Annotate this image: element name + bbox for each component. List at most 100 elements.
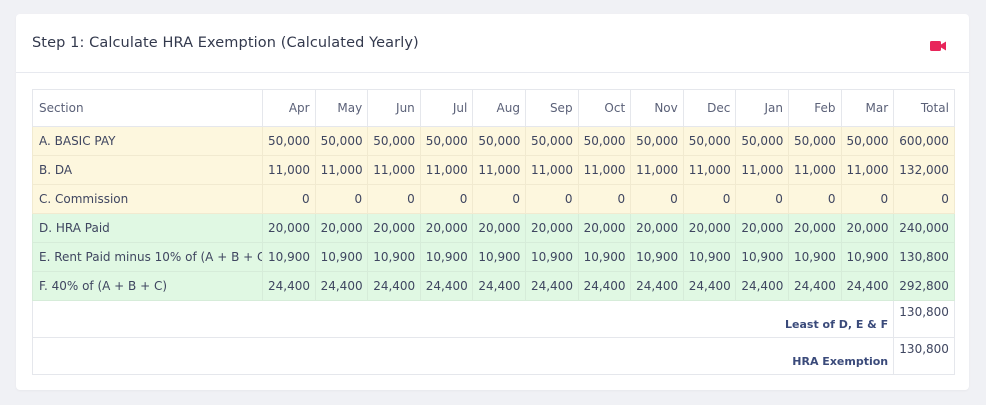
least-of-def-label: Least of D, E & F [31, 300, 895, 338]
month-value-cell: 10,900 [682, 242, 737, 272]
month-value-cell: 10,900 [314, 242, 369, 272]
month-value-cell: 11,000 [630, 155, 684, 185]
month-value-cell: 0 [472, 184, 526, 214]
month-value-cell: 50,000 [630, 126, 684, 156]
month-value-cell: 20,000 [472, 213, 526, 243]
month-value-cell: 0 [577, 184, 632, 214]
month-value-cell: 11,000 [524, 155, 579, 185]
column-header-section: Section [32, 89, 263, 127]
table-row: E. Rent Paid minus 10% of (A + B + C) 10,… [32, 242, 955, 272]
month-value-cell: 24,400 [577, 271, 632, 301]
column-header-jun: Jun [367, 89, 421, 127]
month-value-cell: 0 [419, 184, 474, 214]
month-value-cell: 11,000 [472, 155, 526, 185]
column-header-aug: Aug [472, 89, 526, 127]
month-value-cell: 11,000 [577, 155, 632, 185]
month-value-cell: 24,400 [524, 271, 579, 301]
table-head: Section Apr May Jun Jul Aug Sep Oct Nov Dec Jan Feb… [32, 89, 955, 127]
month-value-cell: 20,000 [787, 213, 842, 243]
header-row: Section Apr May Jun Jul Aug Sep Oct Nov Dec Jan Feb… [32, 89, 955, 127]
month-value-cell: 10,900 [735, 242, 789, 272]
column-header-total: Total [893, 89, 955, 127]
month-value-cell: 11,000 [367, 155, 421, 185]
month-value-cell: 50,000 [735, 126, 789, 156]
table-row: F. 40% of (A + B + C) 24,400 24,400 24,400 2… [32, 271, 955, 301]
month-value-cell: 24,400 [735, 271, 789, 301]
hra-table-wrapper: Section Apr May Jun Jul Aug Sep Oct Nov Dec Jan Feb… [31, 89, 955, 375]
row-total-cell: 292,800 [893, 271, 955, 301]
table-row: D. HRA Paid 20,000 20,000 20,000 20,000 20,00… [32, 213, 955, 243]
month-value-cell: 24,400 [262, 271, 316, 301]
table-row: C. Commission 0 0 0 0 0 0 0 0 0 0 0 0 0 [32, 184, 955, 214]
month-value-cell: 50,000 [419, 126, 474, 156]
month-value-cell: 24,400 [419, 271, 474, 301]
summary-row: HRA Exemption 130,800 [31, 337, 955, 375]
summary-row: Least of D, E & F 130,800 [31, 300, 955, 338]
row-label: C. Commission [32, 184, 263, 214]
row-total-cell: 0 [893, 184, 955, 214]
column-header-may: May [314, 89, 369, 127]
month-value-cell: 10,900 [524, 242, 579, 272]
month-value-cell: 20,000 [524, 213, 579, 243]
card-title: Step 1: Calculate HRA Exemption (Calcula… [32, 35, 419, 51]
row-label: E. Rent Paid minus 10% of (A + B + C) [32, 242, 263, 272]
month-value-cell: 20,000 [262, 213, 316, 243]
column-header-sep: Sep [524, 89, 579, 127]
row-label: D. HRA Paid [32, 213, 263, 243]
column-header-mar: Mar [840, 89, 895, 127]
column-header-feb: Feb [787, 89, 842, 127]
column-header-apr: Apr [262, 89, 316, 127]
month-value-cell: 50,000 [840, 126, 895, 156]
month-value-cell: 10,900 [472, 242, 526, 272]
month-value-cell: 11,000 [840, 155, 895, 185]
month-value-cell: 20,000 [367, 213, 421, 243]
month-value-cell: 50,000 [524, 126, 579, 156]
month-value-cell: 10,900 [419, 242, 474, 272]
table-row: B. DA 11,000 11,000 11,000 11,000 11,000 11,00… [32, 155, 955, 185]
month-value-cell: 24,400 [630, 271, 684, 301]
month-value-cell: 0 [787, 184, 842, 214]
row-total-cell: 240,000 [893, 213, 955, 243]
column-header-dec: Dec [682, 89, 737, 127]
month-value-cell: 0 [524, 184, 579, 214]
month-value-cell: 20,000 [840, 213, 895, 243]
month-value-cell: 10,900 [787, 242, 842, 272]
month-value-cell: 11,000 [787, 155, 842, 185]
month-value-cell: 50,000 [682, 126, 737, 156]
month-value-cell: 10,900 [630, 242, 684, 272]
month-value-cell: 20,000 [682, 213, 737, 243]
hra-exemption-value: 130,800 [893, 337, 955, 375]
month-value-cell: 50,000 [577, 126, 632, 156]
month-value-cell: 24,400 [314, 271, 369, 301]
month-value-cell: 11,000 [682, 155, 737, 185]
month-value-cell: 10,900 [577, 242, 632, 272]
column-header-nov: Nov [630, 89, 684, 127]
month-value-cell: 11,000 [314, 155, 369, 185]
month-value-cell: 20,000 [314, 213, 369, 243]
month-value-cell: 0 [682, 184, 737, 214]
row-total-cell: 130,800 [893, 242, 955, 272]
hra-card: Step 1: Calculate HRA Exemption (Calcula… [16, 14, 969, 390]
month-value-cell: 0 [630, 184, 684, 214]
month-value-cell: 24,400 [840, 271, 895, 301]
month-value-cell: 20,000 [630, 213, 684, 243]
month-value-cell: 0 [367, 184, 421, 214]
month-value-cell: 24,400 [682, 271, 737, 301]
month-value-cell: 11,000 [262, 155, 316, 185]
month-value-cell: 24,400 [472, 271, 526, 301]
month-value-cell: 10,900 [840, 242, 895, 272]
card-header: Step 1: Calculate HRA Exemption (Calcula… [16, 14, 969, 73]
month-value-cell: 10,900 [262, 242, 316, 272]
month-value-cell: 0 [840, 184, 895, 214]
month-value-cell: 50,000 [262, 126, 316, 156]
row-total-cell: 600,000 [893, 126, 955, 156]
month-value-cell: 24,400 [367, 271, 421, 301]
month-value-cell: 20,000 [577, 213, 632, 243]
row-label: A. BASIC PAY [32, 126, 263, 156]
month-value-cell: 11,000 [419, 155, 474, 185]
month-value-cell: 20,000 [735, 213, 789, 243]
video-camera-icon[interactable] [930, 37, 947, 51]
row-label: B. DA [32, 155, 263, 185]
month-value-cell: 0 [735, 184, 789, 214]
row-total-cell: 132,000 [893, 155, 955, 185]
